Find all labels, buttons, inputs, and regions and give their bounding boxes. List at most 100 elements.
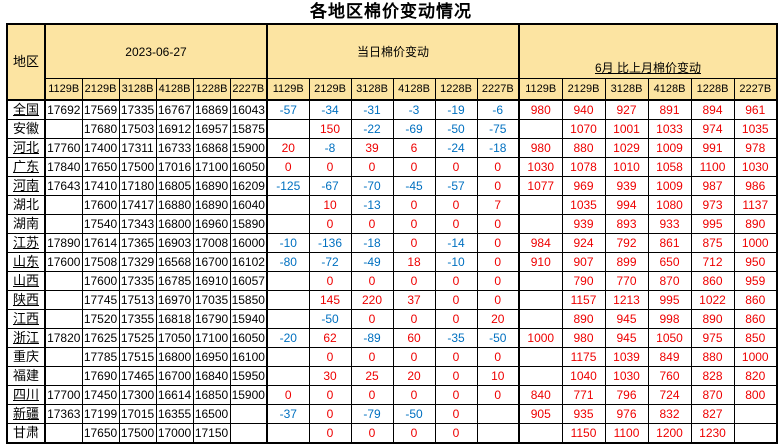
price-cell: 17650	[81, 423, 120, 444]
daily-change-cell: 0	[476, 290, 520, 310]
grade-code-header: 2227B	[476, 78, 520, 101]
monthly-change-cell: 890	[733, 214, 778, 234]
daily-change-cell: -70	[350, 176, 394, 196]
table-row: 浙江 17820 17625 17525 17050 17100 16050 -20 62 -89…	[6, 328, 778, 348]
monthly-change-cell: 1200	[647, 423, 692, 444]
price-cell: 16568	[155, 252, 194, 272]
price-cell: 17300	[118, 385, 157, 405]
region-cell[interactable]: 河南	[6, 176, 46, 196]
daily-change-cell: 0	[308, 347, 352, 367]
price-cell: 15950	[229, 366, 268, 386]
region-column-header: 地区	[6, 23, 46, 101]
region-cell[interactable]: 广东	[6, 157, 46, 177]
price-cell: 15850	[229, 290, 268, 310]
price-cell	[44, 366, 83, 386]
region-cell[interactable]: 全国	[6, 99, 46, 120]
monthly-change-cell	[518, 119, 563, 139]
grade-code-header: 1129B	[44, 78, 83, 101]
price-cell: 17692	[44, 99, 83, 120]
daily-change-cell: -125	[266, 176, 310, 196]
price-cell: 16950	[192, 347, 231, 367]
price-cell: 15900	[229, 138, 268, 158]
price-cell: 17450	[81, 385, 120, 405]
monthly-change-cell: 875	[690, 233, 735, 253]
price-cell: 17600	[81, 195, 120, 215]
daily-change-cell: 0	[350, 214, 394, 234]
price-cell: 16733	[155, 138, 194, 158]
grade-code-header: 1228B	[434, 78, 478, 101]
daily-change-cell: 0	[266, 385, 310, 405]
daily-change-cell: -75	[476, 119, 520, 139]
monthly-change-cell: 827	[690, 404, 735, 424]
daily-change-cell: -10	[434, 252, 478, 272]
region-cell[interactable]: 江苏	[6, 233, 46, 253]
monthly-change-cell: 850	[733, 328, 778, 348]
monthly-change-cell: 1000	[733, 347, 778, 367]
grade-code-header: 4128B	[647, 78, 692, 101]
monthly-change-cell: 978	[733, 138, 778, 158]
monthly-change-cell: 987	[690, 176, 735, 196]
price-cell	[44, 290, 83, 310]
monthly-change-cell: 840	[518, 385, 563, 405]
monthly-change-cell: 724	[647, 385, 692, 405]
daily-change-cell: 0	[350, 157, 394, 177]
daily-change-cell: 0	[476, 271, 520, 291]
daily-change-cell: 0	[308, 271, 352, 291]
region-cell[interactable]: 江西	[6, 309, 46, 329]
monthly-change-cell	[518, 423, 563, 444]
monthly-change-cell: 1022	[690, 290, 735, 310]
daily-change-cell: -35	[434, 328, 478, 348]
monthly-change-link[interactable]: 6月 比上月棉价变动	[594, 61, 701, 75]
price-cell: 16057	[229, 271, 268, 291]
daily-change-cell: 0	[392, 385, 436, 405]
price-cell: 16050	[229, 328, 268, 348]
region-cell[interactable]: 河北	[6, 138, 46, 158]
grade-code-header: 1129B	[266, 78, 310, 101]
price-cell: 17417	[118, 195, 157, 215]
region-cell[interactable]: 四川	[6, 385, 46, 405]
monthly-change-cell: 1157	[561, 290, 606, 310]
daily-change-cell	[266, 309, 310, 329]
region-cell[interactable]: 山西	[6, 271, 46, 291]
daily-change-cell: 0	[266, 157, 310, 177]
price-cell: 17016	[155, 157, 194, 177]
daily-change-cell: 0	[350, 347, 394, 367]
grade-code-header: 2227B	[733, 78, 778, 101]
grade-code-header: 1228B	[690, 78, 735, 101]
price-cell: 16785	[155, 271, 194, 291]
daily-change-cell: 0	[350, 309, 394, 329]
region-cell[interactable]: 陕西	[6, 290, 46, 310]
daily-change-cell: 0	[434, 195, 478, 215]
monthly-change-cell	[733, 423, 778, 444]
daily-change-cell: -49	[350, 252, 394, 272]
region-cell[interactable]: 山东	[6, 252, 46, 272]
monthly-change-cell: 1009	[647, 176, 692, 196]
table-row: 河南 17643 17410 17180 16805 16890 16209 -125 -67-…	[6, 176, 778, 196]
price-cell: 17150	[192, 423, 231, 444]
monthly-change-cell: 1001	[604, 119, 649, 139]
table-row: 陕西 17745 17513 16970 17035 15850 145 220 37 0 0 115…	[6, 290, 778, 310]
daily-change-cell: -19	[434, 99, 478, 120]
monthly-change-cell	[518, 366, 563, 386]
monthly-change-cell: 961	[733, 99, 778, 120]
price-cell: 16800	[155, 347, 194, 367]
region-cell: 福建	[6, 366, 46, 386]
daily-change-cell: -136	[308, 233, 352, 253]
grade-codes-row: 1129B 2129B 3128B 4128B 1228B 2227B 1129B 2129B…	[7, 78, 778, 101]
region-cell: 重庆	[6, 347, 46, 367]
region-cell[interactable]: 浙江	[6, 328, 46, 348]
price-cell: 16890	[192, 195, 231, 215]
daily-change-cell: 0	[476, 385, 520, 405]
price-cell	[44, 271, 83, 291]
price-cell: 16790	[192, 309, 231, 329]
price-cell: 16800	[155, 214, 194, 234]
daily-change-cell: 0	[434, 385, 478, 405]
daily-change-cell: 0	[434, 214, 478, 234]
price-cell: 17600	[81, 271, 120, 291]
daily-change-cell: 0	[434, 309, 478, 329]
daily-change-cell: 0	[476, 252, 520, 272]
price-cell: 16614	[155, 385, 194, 405]
daily-change-cell: -8	[308, 138, 352, 158]
monthly-change-cell: 770	[604, 271, 649, 291]
daily-change-cell: 7	[476, 195, 520, 215]
